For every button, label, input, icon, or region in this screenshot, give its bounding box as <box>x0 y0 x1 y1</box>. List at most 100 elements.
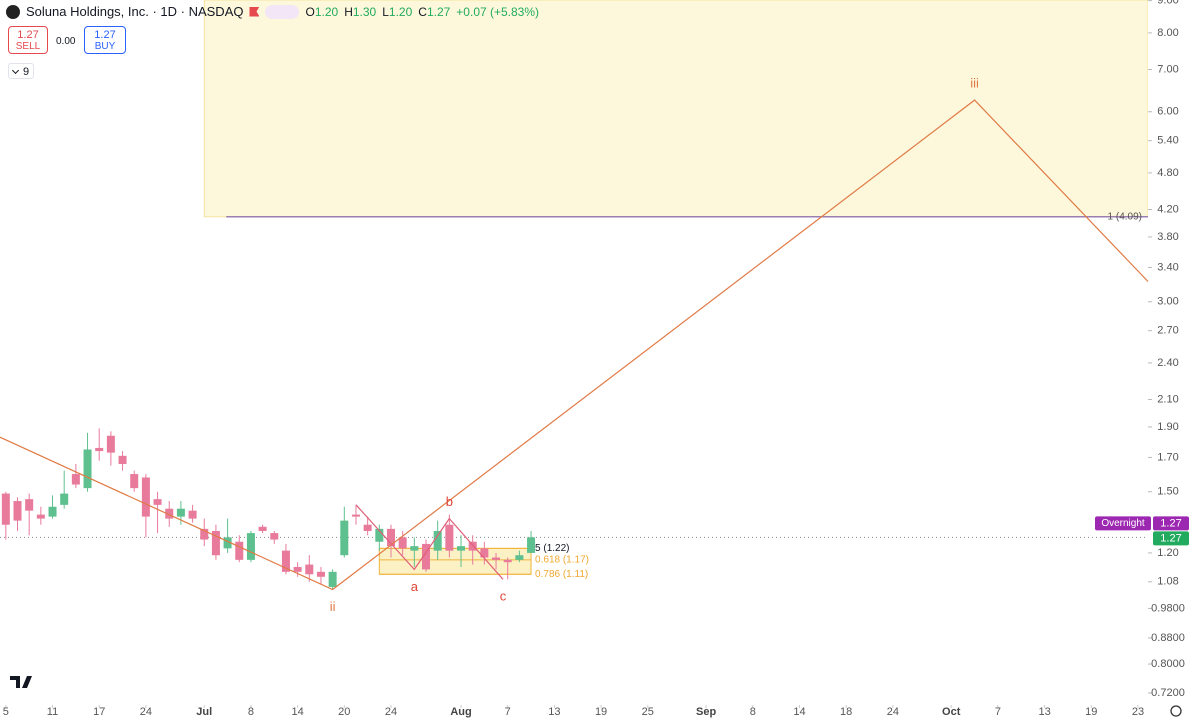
y-tick-label: 1.50 <box>1157 486 1178 498</box>
legend-header: Soluna Holdings, Inc. · 1D · NASDAQ O1.2… <box>6 4 539 19</box>
fib-label: 0.786 (1.11) <box>535 569 588 580</box>
y-tick-label: 9.00 <box>1157 0 1178 7</box>
y-tick-label: 1.08 <box>1157 576 1178 588</box>
y-tick-label: 1.70 <box>1157 451 1178 463</box>
candle-body <box>106 435 115 453</box>
y-axis-bg <box>1148 0 1200 723</box>
settings-icon[interactable] <box>1170 705 1182 717</box>
symbol-logo <box>6 4 20 19</box>
y-tick-label: 4.80 <box>1157 167 1178 179</box>
session-pill[interactable] <box>265 4 300 19</box>
candle-body <box>445 524 454 551</box>
x-tick-label: 24 <box>385 706 397 718</box>
x-tick-label: 19 <box>595 706 607 718</box>
candle-body <box>527 537 536 553</box>
x-tick-label: 8 <box>248 706 254 718</box>
candle-body <box>351 514 360 517</box>
x-tick-label: 13 <box>548 706 560 718</box>
candle-body <box>433 530 442 551</box>
candle-body <box>480 548 489 558</box>
candle-body <box>328 571 337 587</box>
price-change: +0.07 (+5.83%) <box>456 4 540 19</box>
x-tick-label: Oct <box>942 706 961 718</box>
candle-body <box>281 550 290 572</box>
candle-body <box>60 493 69 505</box>
sell-button[interactable]: 1.27 SELL <box>8 26 48 54</box>
y-tick-label: 0.8800 <box>1151 632 1185 644</box>
candle-body <box>503 559 512 563</box>
y-tick-label: 5.40 <box>1157 135 1178 147</box>
x-tick-label: 24 <box>887 706 899 718</box>
x-tick-label: Sep <box>696 706 716 718</box>
x-tick-label: 11 <box>47 706 58 718</box>
ohlc-key: L <box>382 4 389 19</box>
last-price-badge <box>1153 531 1189 546</box>
candle-body <box>95 447 104 452</box>
candle-body <box>410 546 419 551</box>
y-tick-label: 1.20 <box>1157 547 1178 559</box>
ohlc-key: C <box>418 4 427 19</box>
candle-body <box>305 564 314 575</box>
sell-label: SELL <box>15 41 41 52</box>
y-tick-label: 0.7200 <box>1151 687 1185 699</box>
candle-body <box>211 530 220 556</box>
x-tick-label: 14 <box>793 706 805 718</box>
candle-body <box>188 510 197 519</box>
candle-body <box>492 557 501 560</box>
candle-body <box>363 524 372 531</box>
candle-body <box>48 506 57 517</box>
y-tick-label: 6.00 <box>1157 106 1178 118</box>
tv-logo <box>10 676 32 688</box>
candle-body <box>468 541 477 551</box>
candle-body <box>165 508 174 519</box>
candle-body <box>386 528 395 547</box>
symbol-title[interactable]: Soluna Holdings, Inc. · 1D · NASDAQ <box>26 4 244 19</box>
ohlc-key: H <box>344 4 353 19</box>
wave-label: a <box>411 579 419 594</box>
candle-body <box>258 526 267 531</box>
x-tick-label: 24 <box>140 706 152 718</box>
ohlc-item: C1.27 <box>418 5 450 19</box>
ohlc-value: 1.30 <box>352 4 377 19</box>
x-tick-label: 14 <box>291 706 303 718</box>
y-tick-label: 2.40 <box>1157 357 1178 369</box>
ohlc-item: L1.20 <box>382 5 412 19</box>
target-zone <box>203 0 1149 218</box>
ohlc-value: 1.27 <box>426 4 451 19</box>
x-tick-label: 13 <box>1038 706 1050 718</box>
overnight-label: Overnight <box>1101 518 1145 529</box>
candle-body <box>71 474 80 485</box>
candle-body <box>1 493 10 525</box>
candle-body <box>223 537 232 549</box>
ohlc-value: 1.20 <box>388 4 413 19</box>
candle-body <box>36 514 45 519</box>
x-tick-label: 18 <box>840 706 852 718</box>
candle-body <box>176 508 185 517</box>
y-tick-label: 2.70 <box>1157 325 1178 337</box>
wave-label: c <box>500 589 507 604</box>
y-tick-label: 3.00 <box>1157 296 1178 308</box>
candle-body <box>457 546 466 551</box>
flag-icon[interactable] <box>249 6 260 17</box>
candle-body <box>235 541 244 560</box>
last-price: 1.27 <box>1160 532 1181 544</box>
x-tick-label: 5 <box>3 706 9 718</box>
y-tick-label: 8.00 <box>1157 27 1178 39</box>
fib-label: 5 (1.22) <box>535 543 569 554</box>
ohlc-values: O1.20 H1.30 L1.20 C1.27 <box>305 5 450 19</box>
indicators-toggle[interactable]: 9 <box>8 63 34 79</box>
y-tick-label: 0.8000 <box>1151 658 1185 670</box>
overnight-badge <box>1095 516 1151 531</box>
y-tick-label: 3.80 <box>1157 231 1178 243</box>
fib-label: 0.618 (1.17) <box>535 554 589 565</box>
x-tick-label: 17 <box>93 706 105 718</box>
candle-body <box>246 533 255 560</box>
ohlc-item: O1.20 <box>305 5 338 19</box>
x-tick-label: Jul <box>196 706 212 718</box>
x-tick-label: 25 <box>642 706 654 718</box>
buy-button[interactable]: 1.27 BUY <box>84 26 126 54</box>
buy-price: 1.27 <box>94 29 116 41</box>
candle-body <box>293 566 302 572</box>
